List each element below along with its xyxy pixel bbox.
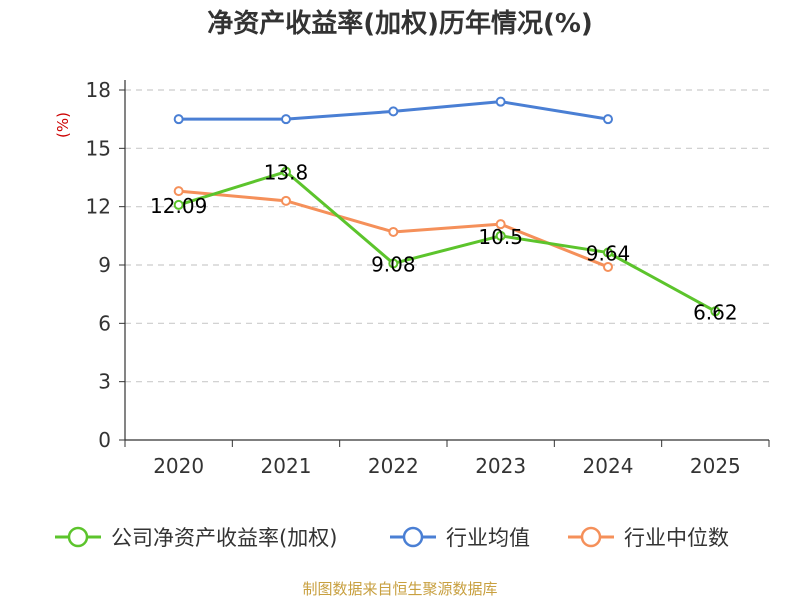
- legend-item: 行业中位数: [568, 526, 729, 550]
- legend-marker: [580, 526, 602, 548]
- data-label: 6.62: [693, 300, 738, 324]
- y-axis-unit-label: (%): [54, 112, 72, 138]
- data-point: [281, 114, 291, 125]
- data-point: [603, 247, 613, 258]
- grid-lines: [125, 89, 769, 383]
- series-layer: [173, 96, 721, 317]
- series-2: [173, 186, 613, 272]
- source-text: 制图数据来自恒生聚源数据库: [302, 580, 497, 598]
- data-label: 9.64: [586, 242, 631, 266]
- y-tick-label: 18: [86, 78, 111, 102]
- y-tick-label: 3: [98, 370, 111, 394]
- data-point: [281, 195, 291, 206]
- y-axis-ticks: 0 3 6 9 12 15 18: [86, 78, 125, 452]
- legend-label: 行业中位数: [624, 526, 729, 550]
- y-tick-label: 12: [86, 195, 111, 219]
- x-tick-label: 2020: [153, 454, 204, 478]
- legend-marker: [67, 526, 89, 548]
- legend: 公司净资产收益率(加权) 行业均值 行业中位数: [55, 526, 729, 550]
- data-label: 10.5: [478, 225, 523, 249]
- data-point: [388, 106, 399, 117]
- data-point: [173, 186, 184, 197]
- x-tick-label: 2023: [475, 454, 526, 478]
- data-point: [388, 226, 399, 237]
- legend-item: 行业均值: [390, 526, 530, 550]
- x-tick-label: 2024: [583, 454, 634, 478]
- data-point: [173, 199, 184, 210]
- chart-title: 净资产收益率(加权)历年情况(%): [207, 8, 593, 39]
- x-tick-label: 2022: [368, 454, 419, 478]
- legend-label: 行业均值: [446, 526, 530, 550]
- axes: [124, 80, 769, 441]
- y-tick-label: 6: [98, 311, 111, 335]
- data-label: 12.09: [150, 194, 207, 218]
- series-line: [178, 170, 717, 313]
- legend-label: 公司净资产收益率(加权): [111, 526, 337, 550]
- data-point: [388, 258, 399, 269]
- data-point: [603, 114, 613, 125]
- x-tick-label: 2021: [261, 454, 312, 478]
- data-point: [495, 96, 506, 107]
- data-point: [495, 230, 506, 241]
- data-labels: 12.09 13.8 9.08 10.5 9.64 6.62: [150, 161, 738, 325]
- y-tick-label: 0: [98, 428, 111, 452]
- y-tick-label: 15: [86, 136, 111, 160]
- data-label: 9.08: [371, 252, 416, 276]
- data-point: [495, 219, 506, 230]
- data-point: [281, 166, 291, 177]
- data-label: 13.8: [264, 161, 309, 185]
- series-0: [173, 166, 721, 317]
- x-tick-label: 2025: [690, 454, 741, 478]
- series-1: [173, 96, 613, 125]
- x-axis-ticks: 2020 2021 2022 2023 2024 2025: [124, 440, 770, 478]
- legend-marker: [402, 526, 424, 548]
- y-tick-label: 9: [98, 253, 111, 277]
- data-point: [173, 114, 184, 125]
- data-point: [603, 261, 613, 272]
- legend-item: 公司净资产收益率(加权): [55, 526, 337, 550]
- data-point: [710, 306, 721, 317]
